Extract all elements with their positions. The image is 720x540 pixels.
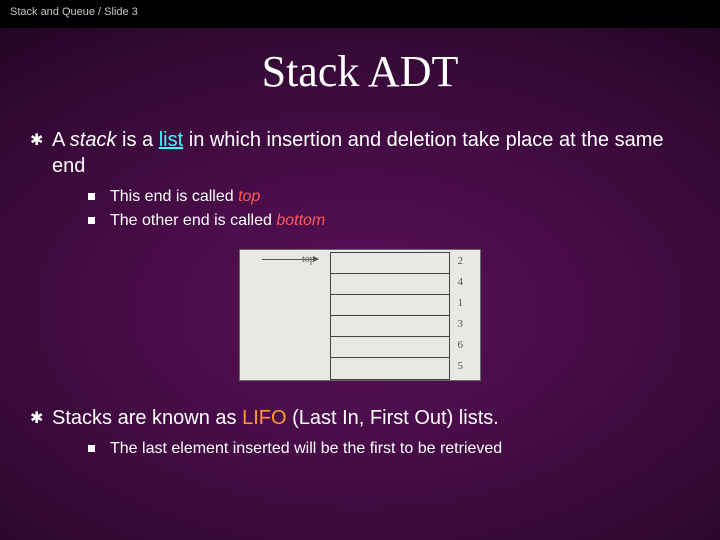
- sub-bullet-text: This end is called top: [110, 187, 260, 207]
- keyword-list: list: [159, 129, 183, 151]
- cell-value: 5: [458, 360, 464, 372]
- star-bullet-icon: ✱: [30, 405, 52, 431]
- arrow-icon: [262, 259, 318, 260]
- text-span: The other end is called: [110, 212, 276, 229]
- sub-bullet-item: The last element inserted will be the fi…: [88, 439, 690, 459]
- text-span: is a: [116, 129, 158, 151]
- stack-cell: 1: [331, 295, 449, 316]
- stack-cell: 4: [331, 274, 449, 295]
- stack-cell: 5: [331, 358, 449, 379]
- square-bullet-icon: [88, 211, 110, 224]
- bullet-text: Stacks are known as LIFO (Last In, First…: [52, 405, 499, 431]
- bullet-item: ✱ A stack is a list in which insertion a…: [30, 127, 690, 179]
- sub-bullet-text: The last element inserted will be the fi…: [110, 439, 502, 459]
- slide: Stack and Queue / Slide 3 Stack ADT ✱ A …: [0, 0, 720, 540]
- breadcrumb: Stack and Queue / Slide 3: [10, 6, 138, 18]
- diagram-container: top 2 4 1 3 6 5: [30, 249, 690, 381]
- square-bullet-icon: [88, 439, 110, 452]
- stack-cell: 2: [331, 253, 449, 274]
- header-bar: Stack and Queue / Slide 3: [0, 0, 720, 28]
- text-span: Stacks are known as: [52, 407, 242, 429]
- sub-bullet-item: This end is called top: [88, 187, 690, 207]
- cell-value: 2: [458, 255, 464, 267]
- cell-value: 1: [458, 297, 464, 309]
- cell-value: 3: [458, 318, 464, 330]
- stack-cell: 3: [331, 316, 449, 337]
- content-area: Stack ADT ✱ A stack is a list in which i…: [0, 28, 720, 540]
- stack-diagram: top 2 4 1 3 6 5: [239, 249, 481, 381]
- square-bullet-icon: [88, 187, 110, 200]
- keyword-bottom: bottom: [276, 212, 325, 229]
- text-span: This end is called: [110, 188, 238, 205]
- stack-cell: 6: [331, 337, 449, 358]
- cell-value: 6: [458, 339, 464, 351]
- bullet-text: A stack is a list in which insertion and…: [52, 127, 690, 179]
- stack-box: 2 4 1 3 6 5: [330, 252, 450, 380]
- keyword-stack: stack: [70, 129, 117, 151]
- text-span: A: [52, 129, 70, 151]
- sub-bullet-text: The other end is called bottom: [110, 211, 325, 231]
- sub-bullet-item: The other end is called bottom: [88, 211, 690, 231]
- text-span: (Last In, First Out) lists.: [287, 407, 499, 429]
- cell-value: 4: [458, 276, 464, 288]
- star-bullet-icon: ✱: [30, 127, 52, 153]
- keyword-lifo: LIFO: [242, 407, 286, 429]
- slide-body: ✱ A stack is a list in which insertion a…: [0, 115, 720, 459]
- slide-title: Stack ADT: [0, 28, 720, 115]
- bullet-item: ✱ Stacks are known as LIFO (Last In, Fir…: [30, 405, 690, 431]
- keyword-top: top: [238, 188, 260, 205]
